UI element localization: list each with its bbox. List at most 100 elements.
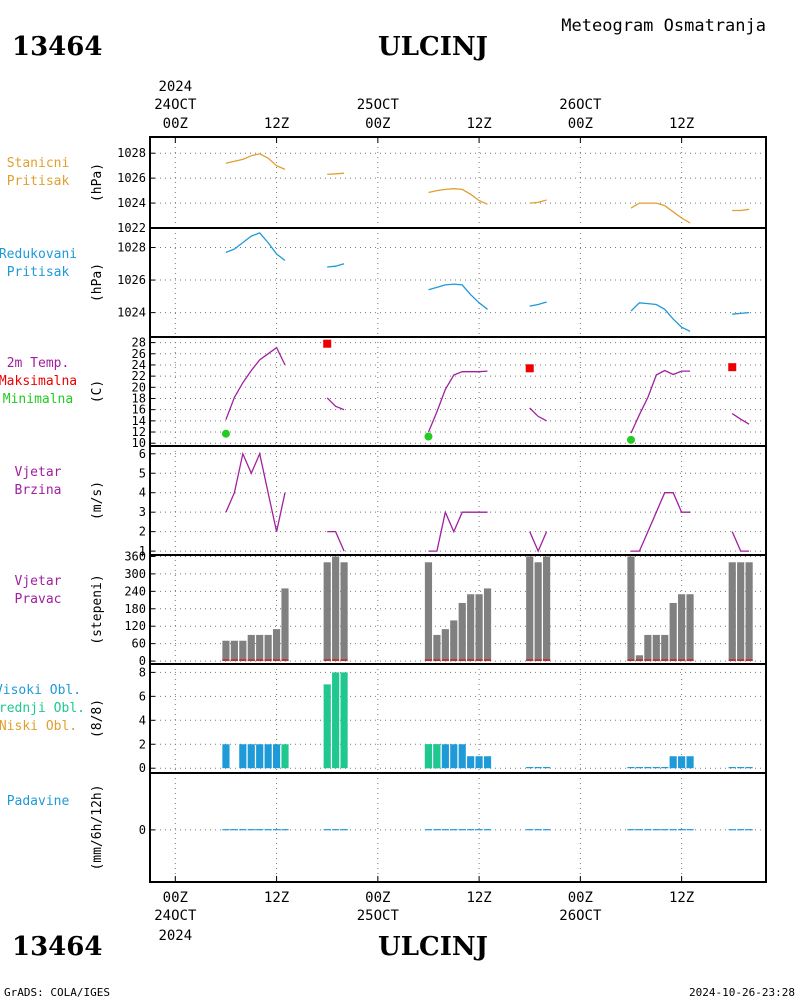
bar — [433, 829, 441, 831]
panel-label: Srednji Obl. — [0, 701, 85, 716]
day-label-bottom: 24OCT — [154, 908, 197, 924]
panel-label: Padavine — [7, 794, 70, 809]
y-tick-label: 1022 — [117, 221, 146, 235]
y-tick-label: 14 — [132, 414, 146, 428]
y-tick-label: 3 — [139, 505, 146, 519]
series-line — [225, 232, 286, 262]
bar — [669, 756, 677, 769]
bar — [441, 744, 449, 769]
bar — [737, 562, 745, 662]
panel-frame — [149, 445, 767, 556]
y-tick-label: 18 — [132, 391, 146, 405]
bar — [745, 562, 753, 662]
series-line — [529, 199, 547, 204]
panel-label: Vjetar — [15, 465, 62, 480]
bar — [239, 744, 247, 769]
bar — [483, 588, 492, 662]
series-line — [529, 531, 548, 553]
series-line — [225, 153, 286, 170]
bar — [661, 829, 669, 831]
bar — [433, 634, 441, 662]
bar — [745, 767, 753, 769]
bar — [543, 556, 551, 662]
bar — [332, 556, 340, 662]
y-tick-label: 1028 — [117, 241, 146, 255]
panel-frame — [149, 227, 767, 338]
bar — [737, 829, 745, 831]
y-tick-label: 10 — [132, 436, 146, 450]
series-line — [225, 451, 286, 532]
bar — [534, 829, 542, 831]
y-tick-label: 12 — [132, 425, 146, 439]
series-line — [529, 407, 547, 422]
y-tick-label: 20 — [132, 380, 146, 394]
panel-label: Vjetar — [15, 574, 62, 589]
y-axis-label: (mm/6h/12h) — [90, 784, 105, 870]
bar — [543, 829, 551, 831]
tmax-marker — [728, 363, 737, 372]
bar — [247, 744, 255, 769]
panel-label: Pritisak — [7, 174, 70, 189]
y-tick-label: 1024 — [117, 196, 146, 210]
bar — [728, 562, 736, 662]
day-label-top: 24OCT — [154, 97, 197, 113]
y-tick-label: 180 — [124, 602, 146, 616]
bar — [475, 756, 483, 769]
y-tick-label: 360 — [124, 549, 146, 563]
year-label-top: 2024 — [158, 79, 192, 95]
bar — [264, 829, 272, 831]
bar — [340, 672, 348, 769]
panel-label: Brzina — [15, 483, 62, 498]
panel-label: Minimalna — [3, 392, 73, 407]
tmin-marker — [626, 435, 635, 444]
y-axis-label: (8/8) — [90, 699, 105, 738]
station-id-bottom: 13464 — [12, 932, 102, 962]
bar — [458, 744, 466, 769]
y-axis-label: (hPa) — [90, 263, 105, 302]
bar — [745, 829, 753, 831]
bar — [737, 767, 745, 769]
bar — [247, 829, 255, 831]
bar — [264, 634, 272, 662]
bar — [661, 634, 669, 662]
bar — [340, 829, 348, 831]
series-line — [327, 530, 345, 552]
bar — [635, 655, 644, 662]
bar — [678, 829, 686, 831]
hour-tick-label-bottom: 00Z — [568, 890, 593, 906]
hour-tick-label-top: 00Z — [365, 116, 390, 132]
hour-tick-label-bottom: 00Z — [365, 890, 390, 906]
bar — [686, 756, 694, 769]
panel-frame — [149, 336, 767, 447]
y-tick-label: 4 — [139, 713, 146, 727]
bar — [728, 767, 736, 769]
bar — [475, 594, 483, 662]
station-id-top: 13464 — [12, 32, 102, 62]
bar — [669, 829, 677, 831]
panel-label: 2m Temp. — [7, 356, 70, 371]
y-tick-label: 28 — [132, 336, 146, 350]
bar — [652, 634, 660, 662]
tmin-marker — [221, 429, 230, 438]
bar — [467, 829, 475, 831]
y-tick-label: 16 — [132, 403, 146, 417]
bar — [230, 640, 238, 662]
bar — [686, 829, 694, 831]
bar — [467, 756, 475, 769]
bar — [441, 629, 449, 662]
y-tick-label: 22 — [132, 369, 146, 383]
bar — [669, 602, 677, 662]
bar — [264, 744, 272, 769]
bar — [239, 640, 247, 662]
panel-label: Niski Obl. — [0, 719, 77, 734]
series-line — [631, 492, 691, 552]
day-label-top: 25OCT — [357, 97, 400, 113]
series-line — [732, 208, 750, 212]
bar — [441, 829, 449, 831]
panel-label: Pritisak — [7, 265, 70, 280]
panel-label: Maksimalna — [0, 374, 77, 389]
series-line — [327, 172, 345, 176]
day-label-bottom: 26OCT — [559, 908, 602, 924]
y-tick-label: 4 — [139, 486, 146, 500]
